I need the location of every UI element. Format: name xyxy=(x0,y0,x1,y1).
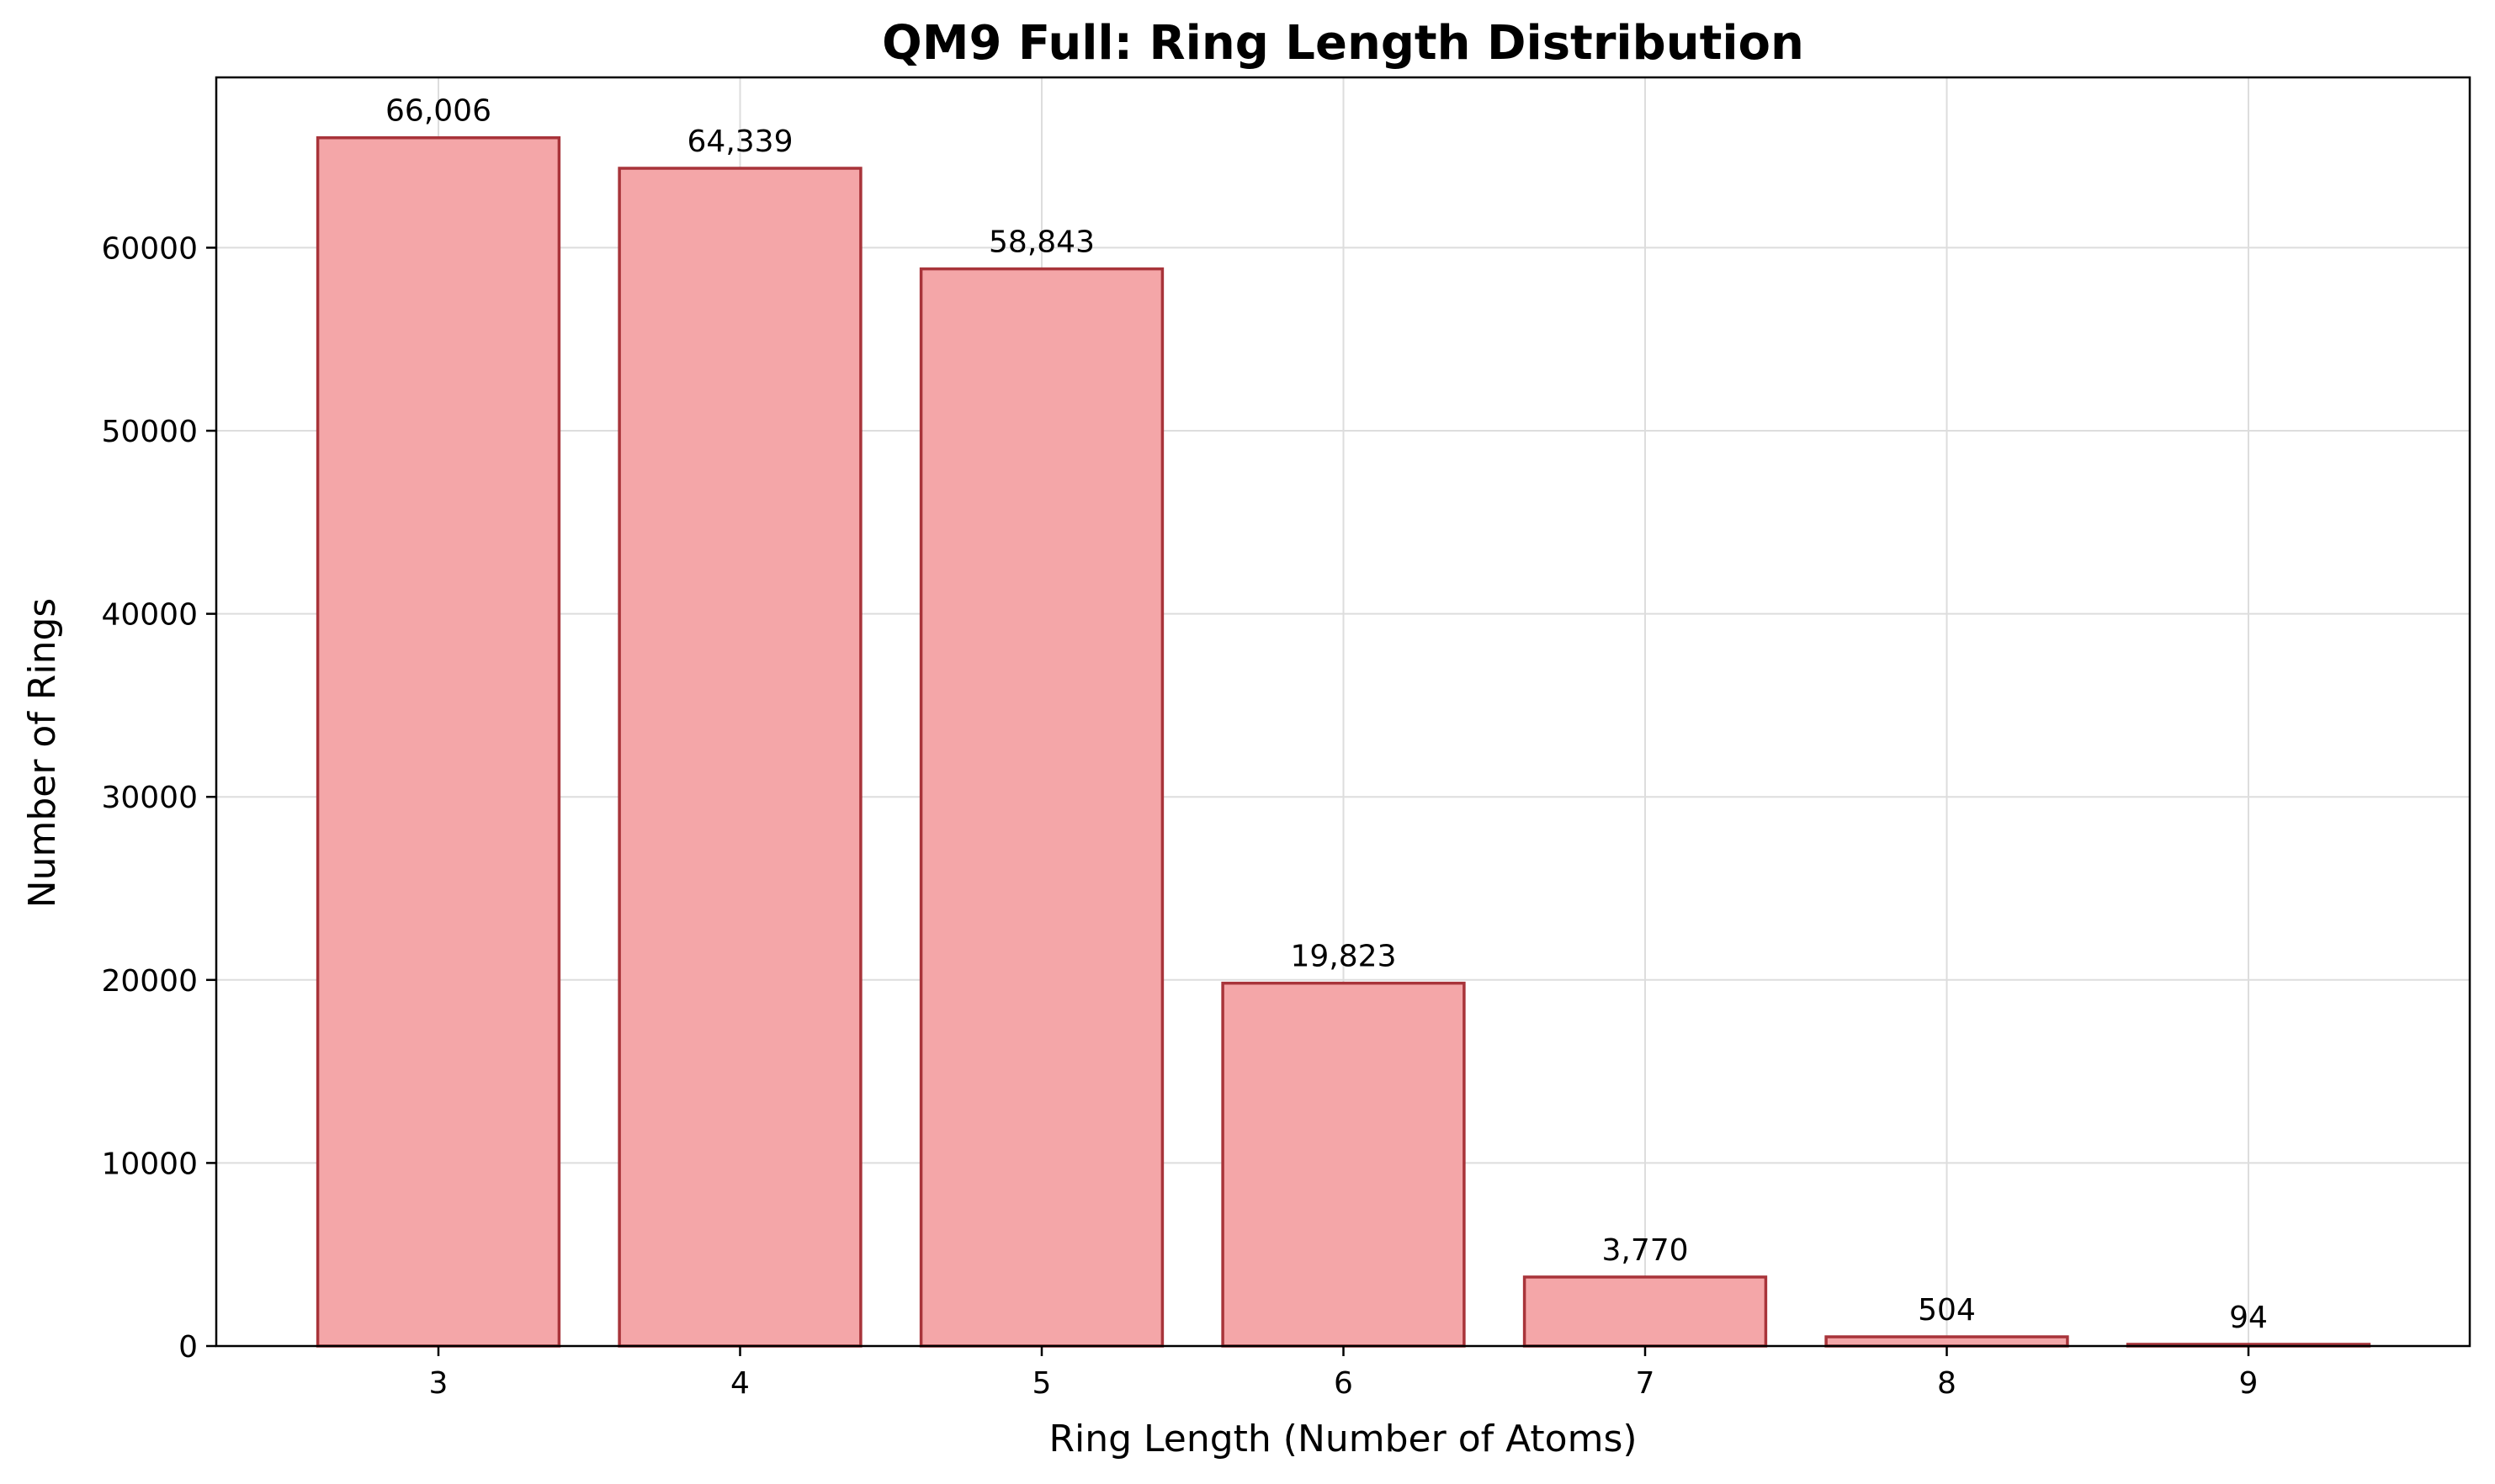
bar-6 xyxy=(1221,981,1466,1348)
data-label-7: 3,770 xyxy=(1601,1233,1688,1268)
x-axis: 3 4 5 6 7 8 9 xyxy=(429,1346,2259,1401)
data-label-5: 58,843 xyxy=(989,225,1095,260)
x-tick-label: 9 xyxy=(2239,1366,2259,1401)
bars-layer xyxy=(316,135,2371,1348)
x-tick-label: 6 xyxy=(1334,1366,1353,1401)
y-axis-label: Number of Rings xyxy=(21,598,64,909)
y-tick-label: 30000 xyxy=(101,781,198,815)
y-tick-label: 10000 xyxy=(101,1147,198,1181)
y-tick-label: 40000 xyxy=(101,598,198,633)
x-tick-label: 8 xyxy=(1937,1366,1956,1401)
data-label-4: 64,339 xyxy=(687,125,794,159)
data-label-6: 19,823 xyxy=(1291,940,1397,974)
y-axis: 0 10000 20000 30000 40000 50000 60000 xyxy=(101,231,216,1365)
data-label-8: 504 xyxy=(1918,1293,1976,1328)
x-tick-label: 4 xyxy=(730,1366,750,1401)
bar-3 xyxy=(316,135,561,1348)
x-tick-label: 5 xyxy=(1033,1366,1052,1401)
data-label-3: 66,006 xyxy=(385,94,491,129)
x-tick-label: 7 xyxy=(1636,1366,1655,1401)
bar-7 xyxy=(1522,1275,1768,1348)
y-tick-label: 50000 xyxy=(101,415,198,449)
y-tick-label: 0 xyxy=(178,1330,198,1365)
bar-5 xyxy=(919,267,1165,1348)
data-label-9: 94 xyxy=(2229,1301,2268,1335)
bar-4 xyxy=(618,167,863,1348)
chart-title: QM9 Full: Ring Length Distribution xyxy=(882,16,1804,71)
y-tick-label: 20000 xyxy=(101,964,198,999)
data-labels-layer: 66,006 64,339 58,843 19,823 3,770 504 94 xyxy=(385,94,2268,1335)
x-tick-label: 3 xyxy=(429,1366,449,1401)
y-tick-label: 60000 xyxy=(101,231,198,266)
x-axis-label: Ring Length (Number of Atoms) xyxy=(1048,1418,1637,1460)
bar-8 xyxy=(1824,1335,2069,1348)
